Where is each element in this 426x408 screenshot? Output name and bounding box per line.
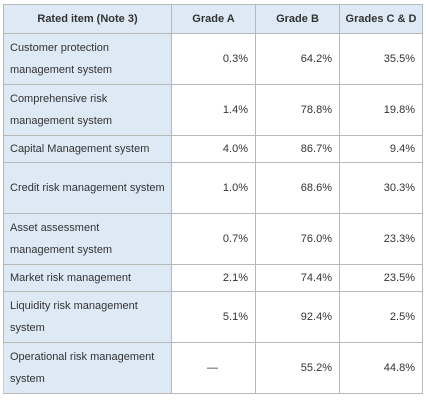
- row-label: Customer protection management system: [3, 33, 172, 85]
- row-label: Operational risk management system: [3, 342, 172, 394]
- cell-grades-c-d: 44.8%: [339, 342, 423, 394]
- cell-grade-b: 78.8%: [255, 84, 340, 136]
- table-row: Capital Management system 4.0% 86.7% 9.4…: [3, 135, 423, 163]
- header-grade-a: Grade A: [171, 4, 256, 34]
- cell-grade-a: 1.0%: [171, 162, 256, 214]
- cell-grades-c-d: 35.5%: [339, 33, 423, 85]
- cell-grade-b: 76.0%: [255, 213, 340, 265]
- table-row: Asset assessment management system 0.7% …: [3, 213, 423, 265]
- cell-grade-a: 0.7%: [171, 213, 256, 265]
- header-rated-item: Rated item (Note 3): [3, 4, 172, 34]
- cell-grades-c-d: 23.3%: [339, 213, 423, 265]
- header-row: Rated item (Note 3) Grade A Grade B Grad…: [3, 4, 423, 34]
- cell-grade-a: —: [171, 342, 256, 394]
- cell-grade-b: 68.6%: [255, 162, 340, 214]
- cell-grade-b: 55.2%: [255, 342, 340, 394]
- header-grade-b: Grade B: [255, 4, 340, 34]
- table-row: Market risk management 2.1% 74.4% 23.5%: [3, 264, 423, 292]
- cell-grades-c-d: 30.3%: [339, 162, 423, 214]
- cell-grade-a: 5.1%: [171, 291, 256, 343]
- cell-grades-c-d: 2.5%: [339, 291, 423, 343]
- row-label: Comprehensive risk management system: [3, 84, 172, 136]
- row-label: Capital Management system: [3, 135, 172, 163]
- table-row: Credit risk management system 1.0% 68.6%…: [3, 162, 423, 214]
- table-row: Customer protection management system 0.…: [3, 33, 423, 85]
- row-label: Liquidity risk management system: [3, 291, 172, 343]
- cell-grade-a: 4.0%: [171, 135, 256, 163]
- row-label: Credit risk management system: [3, 162, 172, 214]
- table-row: Comprehensive risk management system 1.4…: [3, 84, 423, 136]
- cell-grade-a: 2.1%: [171, 264, 256, 292]
- header-grades-c-d: Grades C & D: [339, 4, 423, 34]
- table-row: Liquidity risk management system 5.1% 92…: [3, 291, 423, 343]
- row-label: Asset assessment management system: [3, 213, 172, 265]
- cell-grade-a: 1.4%: [171, 84, 256, 136]
- cell-grade-b: 86.7%: [255, 135, 340, 163]
- cell-grade-b: 64.2%: [255, 33, 340, 85]
- cell-grades-c-d: 19.8%: [339, 84, 423, 136]
- cell-grades-c-d: 9.4%: [339, 135, 423, 163]
- ratings-table: Rated item (Note 3) Grade A Grade B Grad…: [3, 4, 423, 394]
- cell-grade-b: 92.4%: [255, 291, 340, 343]
- cell-grade-a: 0.3%: [171, 33, 256, 85]
- cell-grade-b: 74.4%: [255, 264, 340, 292]
- row-label: Market risk management: [3, 264, 172, 292]
- cell-grades-c-d: 23.5%: [339, 264, 423, 292]
- table-row: Operational risk management system — 55.…: [3, 342, 423, 394]
